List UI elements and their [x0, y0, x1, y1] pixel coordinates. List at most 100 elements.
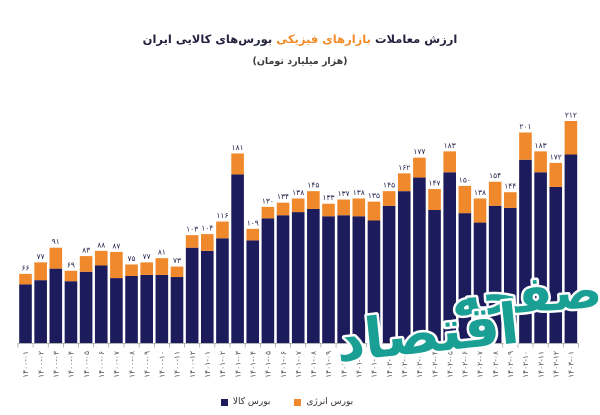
bar-energy — [64, 270, 78, 282]
x-tick-label: ۱۴۰۲-۰۸ — [491, 351, 500, 378]
x-tick-label: ۱۴۰۰-۱۰ — [158, 351, 167, 378]
x-tick-label: ۱۴۰۲-۰۶ — [461, 351, 470, 378]
bar-kala — [564, 154, 578, 343]
data-label: ۷۷ — [143, 252, 151, 261]
x-axis — [17, 343, 579, 348]
data-label: ۱۰۹ — [247, 218, 259, 227]
data-label: ۱۳۸ — [292, 188, 304, 197]
legend-swatch-kala — [220, 399, 228, 406]
bar-energy — [246, 228, 260, 241]
legend-swatch-energy — [294, 399, 302, 406]
bar-kala — [307, 208, 320, 343]
data-label: ۱۷۲ — [550, 152, 562, 161]
x-tick-label: ۱۴۰۲-۱۱ — [536, 351, 545, 378]
legend-item-kala: بورس کالا — [220, 396, 270, 409]
bar-energy — [170, 266, 184, 278]
bar-energy — [413, 157, 426, 178]
bar-energy — [201, 234, 214, 251]
bar-energy — [352, 198, 366, 217]
x-tick-label: ۱۴۰۱-۰۴ — [248, 351, 257, 378]
bar-energy — [216, 221, 229, 239]
bar-kala — [261, 218, 275, 343]
data-label: ۱۳۸ — [474, 188, 486, 197]
data-label: ۱۵۴ — [489, 171, 501, 180]
x-tick-label: ۱۴۰۲-۰۴ — [430, 351, 439, 378]
bar-kala — [534, 172, 547, 343]
bar-energy — [231, 153, 244, 175]
bar-energy — [337, 199, 350, 216]
data-label: ۶۹ — [67, 260, 75, 269]
data-label: ۶۶ — [21, 263, 29, 272]
x-tick-label: ۱۴۰۱-۱۲ — [370, 351, 379, 378]
bar-energy — [549, 162, 563, 187]
bar-kala — [246, 240, 260, 343]
bar-kala — [110, 278, 123, 343]
data-label: ۱۳۴ — [277, 192, 289, 201]
bar-kala — [216, 238, 229, 343]
bar-energy — [140, 262, 153, 275]
data-label: ۱۴۴ — [504, 182, 516, 191]
x-tick-label: ۱۴۰۰-۰۳ — [52, 351, 61, 378]
x-tick-label: ۱۴۰۳-۰۱ — [567, 351, 576, 378]
bar-energy — [458, 185, 472, 214]
x-tick-label: ۱۴۰۱-۰۳ — [233, 351, 242, 378]
data-label: ۸۸ — [97, 240, 105, 249]
bars — [19, 121, 578, 343]
x-tick-label: ۱۴۰۲-۰۳ — [415, 351, 424, 378]
data-label: ۱۰۴ — [201, 224, 213, 233]
data-label: ۸۳ — [82, 246, 90, 255]
bar-energy — [397, 173, 411, 192]
x-tick-label: ۱۴۰۰-۰۴ — [67, 351, 76, 378]
bar-kala — [19, 284, 32, 343]
bar-kala — [79, 271, 93, 343]
bar-energy — [564, 121, 578, 155]
x-tick-label: ۱۴۰۰-۱۱ — [173, 351, 182, 378]
x-tick-label: ۱۴۰۲-۰۱ — [385, 351, 394, 378]
x-tick-label: ۱۴۰۰-۰۶ — [97, 351, 106, 378]
bar-energy — [125, 264, 138, 276]
bar-kala — [34, 280, 47, 343]
bar-kala — [170, 277, 184, 343]
data-label: ۱۶۲ — [398, 163, 410, 172]
bar-energy — [534, 151, 547, 173]
bar-energy — [519, 132, 532, 160]
bar-kala — [185, 247, 199, 343]
bar-energy — [504, 192, 517, 208]
data-label: ۱۸۳ — [444, 141, 456, 150]
bar-energy — [322, 203, 335, 217]
x-tick-label: ۱۴۰۰-۰۹ — [142, 351, 151, 378]
bar-energy — [291, 198, 305, 213]
x-tick-label: ۱۴۰۰-۱۲ — [188, 351, 197, 378]
chart-subtitle: (هزار میلیارد تومان) — [252, 56, 348, 67]
data-label: ۱۸۱ — [232, 143, 244, 152]
bar-kala — [94, 265, 108, 343]
bar-kala — [231, 174, 244, 343]
data-label: ۱۸۳ — [535, 141, 547, 150]
bar-kala — [443, 172, 456, 343]
bar-kala — [382, 205, 396, 343]
x-tick-label: ۱۴۰۲-۰۵ — [445, 351, 454, 378]
bar-energy — [94, 250, 108, 266]
bar-kala — [291, 212, 305, 343]
x-tick-label: ۱۴۰۰-۰۸ — [127, 351, 136, 378]
chart-title: ارزش معاملات بازارهای فیزیکی بورس‌های کا… — [0, 31, 600, 47]
bar-kala — [428, 210, 441, 343]
data-label: ۱۳۸ — [353, 188, 365, 197]
x-tick-labels: ۱۴۰۰-۰۱ ۱۴۰۰-۰۲ ۱۴۰۰-۰۳ ۱۴۰۰-۰۴ ۱۴۰۰-۰۵ ۱۴۰۰-… — [21, 351, 575, 378]
bar-kala — [397, 191, 411, 343]
bar-kala — [125, 275, 138, 343]
data-label: ۹۱ — [52, 237, 60, 246]
data-label: ۱۴۷ — [429, 179, 441, 188]
bar-kala — [488, 205, 502, 343]
data-label: ۸۷ — [112, 241, 120, 250]
bar-kala — [519, 159, 532, 343]
legend-label-energy: بورس انرژی — [306, 397, 354, 407]
data-label: ۲۱۲ — [565, 111, 577, 120]
x-tick-label: ۱۴۰۰-۰۵ — [82, 351, 91, 378]
x-tick-label: ۱۴۰۱-۰۱ — [203, 351, 212, 378]
data-label: ۲۰۱ — [519, 122, 531, 131]
bar-energy — [110, 251, 123, 279]
x-tick-label: ۱۴۰۰-۰۱ — [21, 351, 30, 378]
